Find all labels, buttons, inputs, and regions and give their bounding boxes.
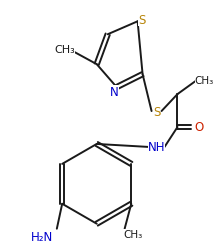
- Text: CH₃: CH₃: [195, 76, 214, 86]
- Text: NH: NH: [148, 141, 165, 154]
- Text: CH₃: CH₃: [123, 229, 142, 239]
- Text: H₂N: H₂N: [31, 230, 53, 243]
- Text: S: S: [153, 105, 160, 118]
- Text: S: S: [138, 14, 145, 27]
- Text: CH₃: CH₃: [54, 45, 75, 55]
- Text: N: N: [110, 85, 119, 98]
- Text: O: O: [195, 121, 204, 134]
